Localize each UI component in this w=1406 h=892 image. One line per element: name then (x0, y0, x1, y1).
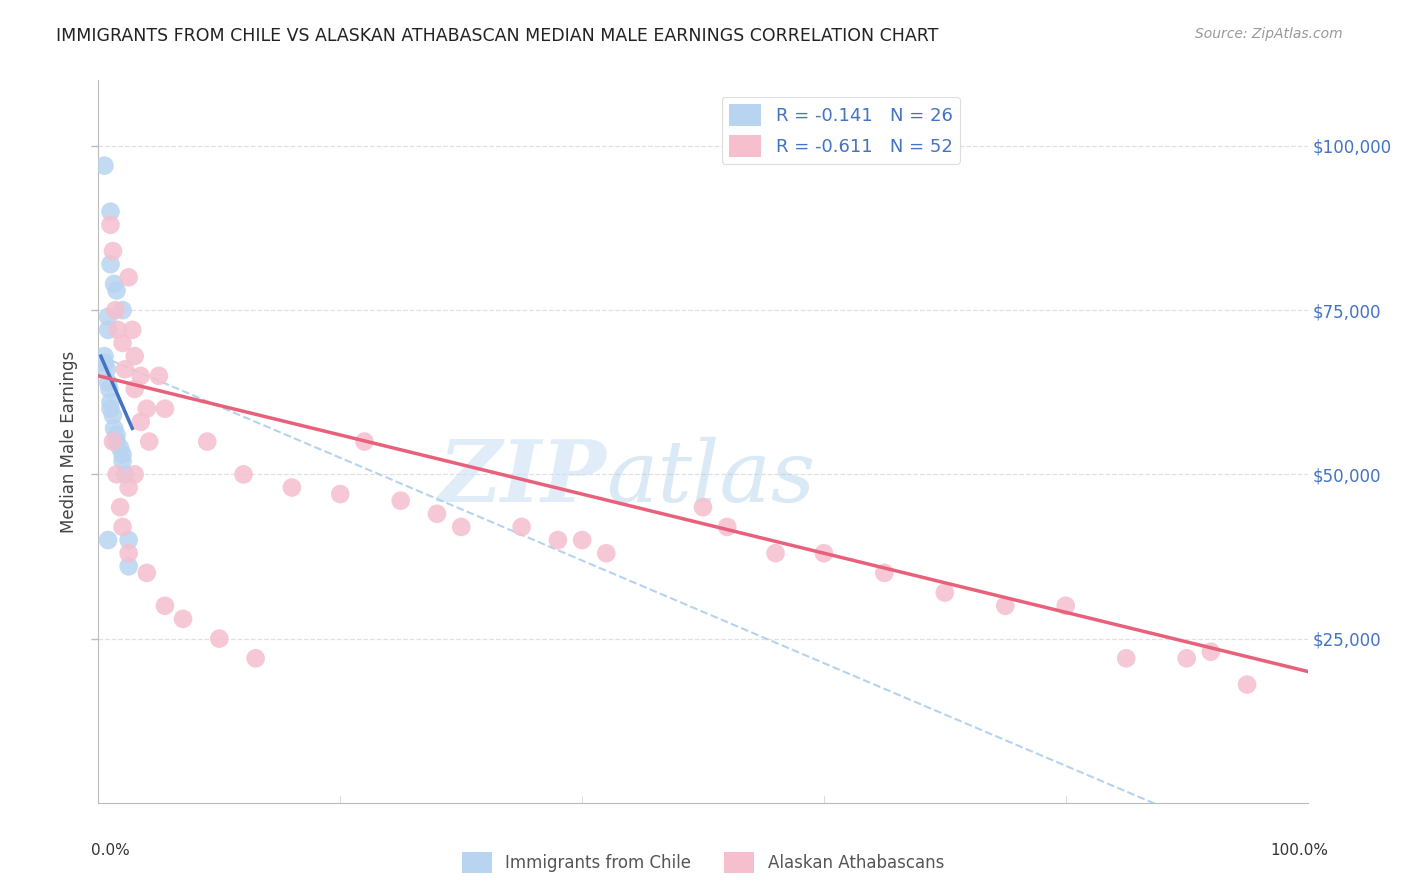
Point (547, 533, 569, 547)
Point (121, 323, 143, 337)
Text: 100.0%: 100.0% (1271, 843, 1329, 858)
Point (245, 651, 267, 665)
Point (1199, 645, 1222, 659)
Point (426, 507, 449, 521)
Point (114, 362, 136, 376)
Point (100, 218, 122, 232)
Point (208, 632, 231, 646)
Point (118, 546, 141, 560)
Text: 0.0%: 0.0% (91, 843, 131, 858)
Point (124, 349, 146, 363)
Point (692, 500, 714, 515)
Point (105, 284, 128, 298)
Point (101, 244, 124, 258)
Point (105, 434, 128, 449)
Point (118, 559, 141, 574)
Point (101, 434, 124, 449)
Point (934, 585, 956, 599)
Point (93, 349, 115, 363)
Point (108, 500, 131, 515)
Point (281, 481, 304, 495)
Point (124, 382, 146, 396)
Point (138, 434, 160, 449)
Point (103, 421, 125, 435)
Point (595, 546, 617, 560)
Point (104, 303, 127, 318)
Point (1236, 677, 1258, 691)
Text: atlas: atlas (606, 436, 815, 519)
Point (100, 204, 122, 219)
Point (571, 533, 593, 547)
Point (93, 159, 115, 173)
Point (93, 356, 115, 370)
Point (97, 310, 120, 324)
Point (153, 401, 176, 416)
Point (107, 323, 129, 337)
Point (353, 434, 375, 449)
Point (510, 520, 533, 534)
Point (105, 428, 128, 442)
Point (103, 277, 125, 291)
Point (100, 401, 122, 416)
Point (96, 362, 118, 376)
Point (172, 612, 194, 626)
Point (153, 599, 176, 613)
Point (1115, 651, 1137, 665)
Point (98, 382, 121, 396)
Point (148, 368, 170, 383)
Point (118, 270, 141, 285)
Point (118, 533, 141, 547)
Point (101, 409, 124, 423)
Text: Source: ZipAtlas.com: Source: ZipAtlas.com (1195, 27, 1343, 41)
Point (97, 533, 120, 547)
Legend: R = -0.141   N = 26, R = -0.611   N = 52: R = -0.141 N = 26, R = -0.611 N = 52 (721, 96, 960, 164)
Point (118, 481, 141, 495)
Point (195, 434, 218, 449)
Point (1054, 599, 1077, 613)
Point (232, 467, 254, 482)
Point (135, 566, 157, 580)
Point (111, 454, 134, 468)
Y-axis label: Median Male Earnings: Median Male Earnings (60, 351, 79, 533)
Point (450, 520, 472, 534)
Point (97, 376, 120, 390)
Point (111, 448, 134, 462)
Point (129, 368, 152, 383)
Point (111, 336, 134, 351)
Point (97, 323, 120, 337)
Text: ZIP: ZIP (439, 436, 606, 519)
Point (994, 599, 1017, 613)
Point (135, 401, 157, 416)
Point (124, 467, 146, 482)
Point (329, 487, 352, 501)
Legend: Immigrants from Chile, Alaskan Athabascans: Immigrants from Chile, Alaskan Athabasca… (456, 846, 950, 880)
Point (111, 303, 134, 318)
Point (813, 546, 835, 560)
Point (129, 415, 152, 429)
Point (389, 493, 412, 508)
Point (100, 257, 122, 271)
Point (765, 546, 787, 560)
Point (100, 395, 122, 409)
Point (716, 520, 738, 534)
Text: IMMIGRANTS FROM CHILE VS ALASKAN ATHABASCAN MEDIAN MALE EARNINGS CORRELATION CHA: IMMIGRANTS FROM CHILE VS ALASKAN ATHABAS… (56, 27, 939, 45)
Point (108, 441, 131, 455)
Point (1175, 651, 1198, 665)
Point (105, 467, 128, 482)
Point (111, 520, 134, 534)
Point (114, 467, 136, 482)
Point (873, 566, 896, 580)
